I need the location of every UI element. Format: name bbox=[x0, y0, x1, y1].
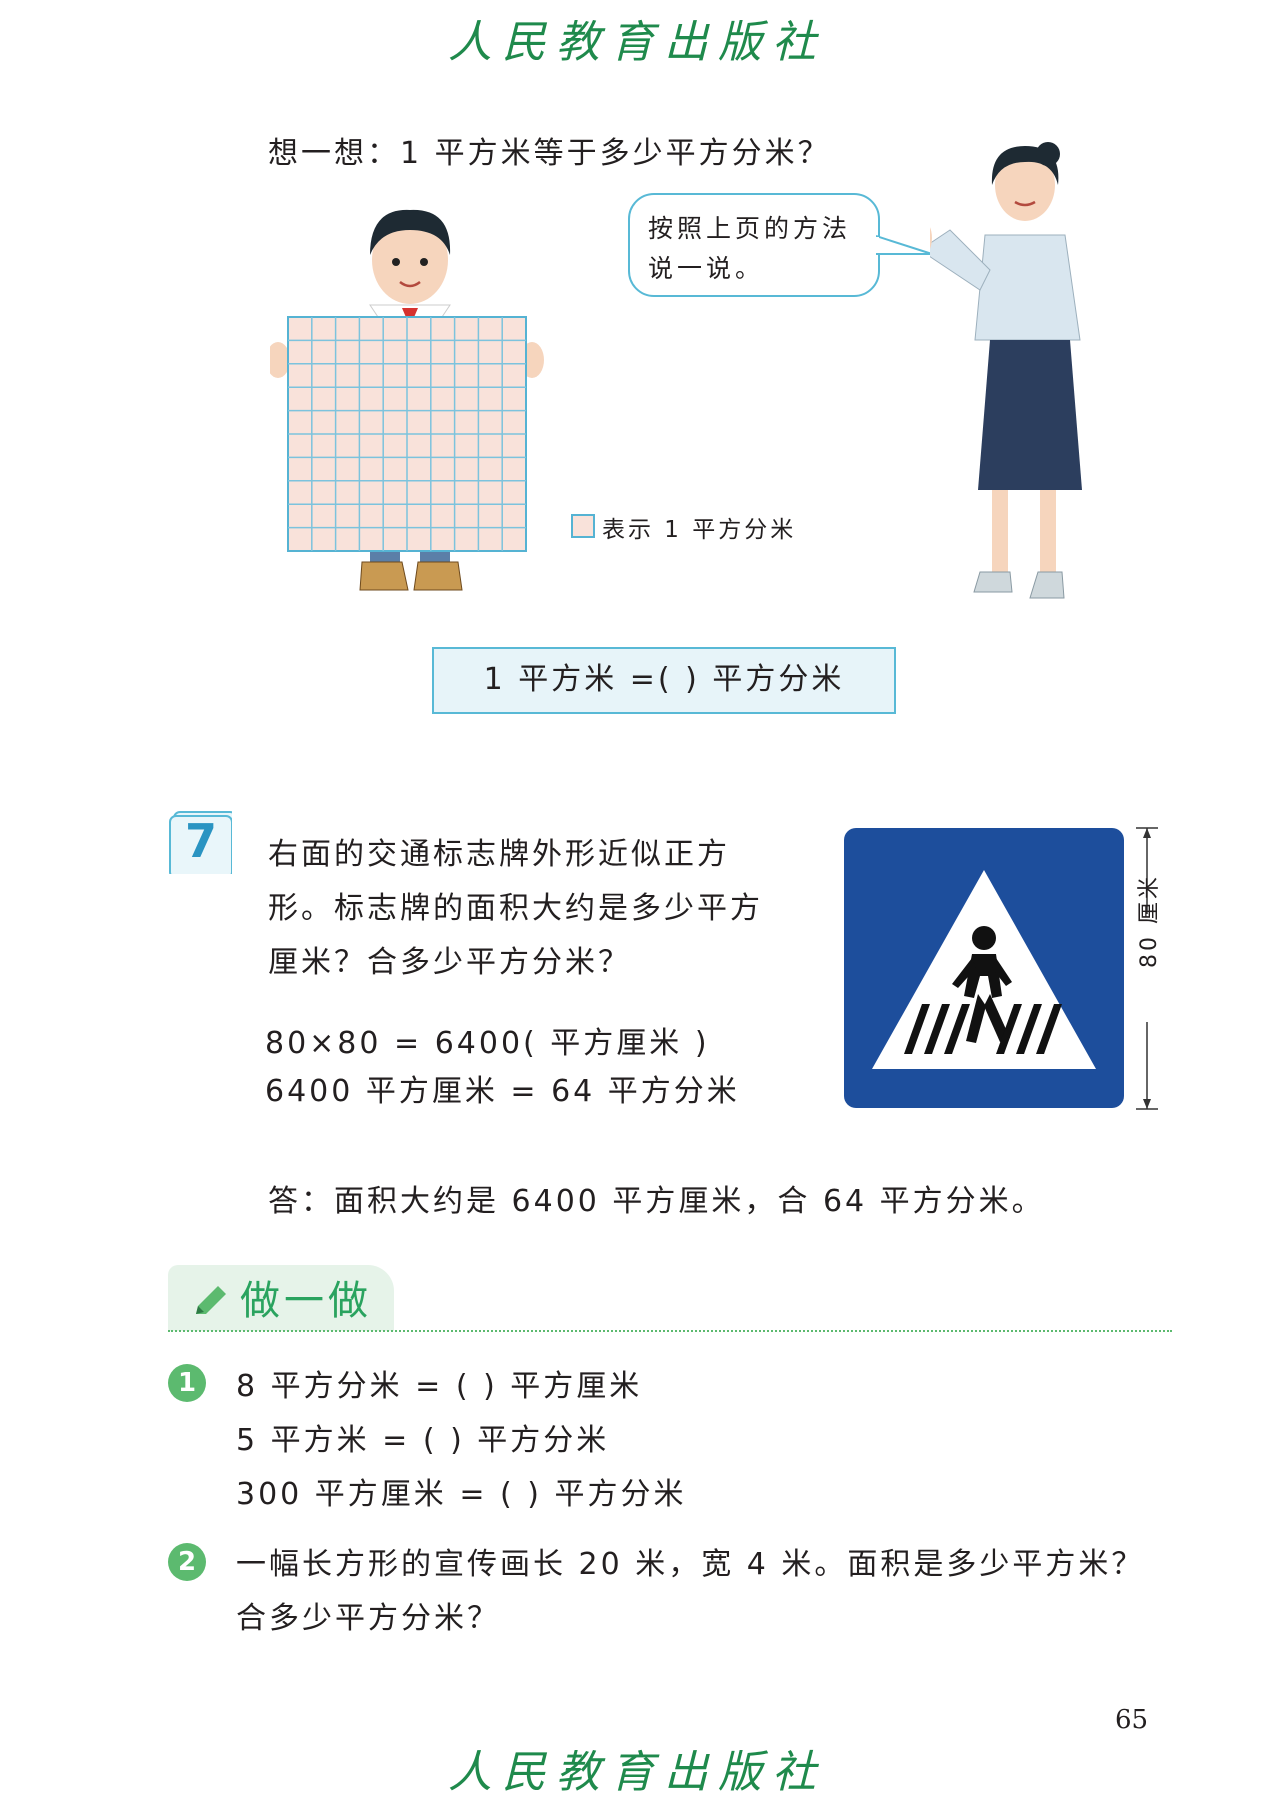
practice-title: 做一做 bbox=[240, 1278, 372, 1324]
bubble-line-2: 说一说。 bbox=[648, 254, 765, 283]
calc-line-1: 80×80 = 6400( 平方厘米 ) bbox=[265, 1026, 710, 1061]
bubble-tail bbox=[876, 235, 933, 255]
legend-swatch bbox=[571, 514, 595, 538]
item1-line-2: 5 平方米 = ( ) 平方分米 bbox=[236, 1423, 610, 1458]
legend-text: 表示 1 平方分米 bbox=[602, 517, 797, 543]
example-question: 右面的交通标志牌外形近似正方 形。标志牌的面积大约是多少平方 厘米？合多少平方分… bbox=[268, 828, 763, 990]
pedestrian-icon bbox=[952, 926, 1012, 1043]
question-line-3: 厘米？合多少平方分米？ bbox=[268, 945, 631, 980]
question-line-2: 形。标志牌的面积大约是多少平方 bbox=[268, 891, 763, 926]
teacher-speech-bubble: 按照上页的方法 说一说。 bbox=[628, 193, 880, 297]
publisher-footer: 人民教育出版社 bbox=[448, 1747, 826, 1798]
sign-dimension-line bbox=[1136, 827, 1158, 1110]
example-number-badge bbox=[169, 811, 232, 874]
example-number: 7 bbox=[184, 814, 217, 868]
item1-line-3: 300 平方厘米 = ( ) 平方分米 bbox=[236, 1477, 687, 1512]
calc-line-2: 6400 平方厘米 = 64 平方分米 bbox=[265, 1074, 740, 1109]
practice-item-1: 8 平方分米 = ( ) 平方厘米 5 平方米 = ( ) 平方分米 300 平… bbox=[236, 1360, 687, 1522]
practice-divider bbox=[168, 1330, 1172, 1332]
publisher-header: 人民教育出版社 bbox=[448, 17, 826, 68]
question-line-1: 右面的交通标志牌外形近似正方 bbox=[268, 837, 730, 872]
formula-box: 1 平方米 =( ) 平方分米 bbox=[432, 647, 896, 714]
square-meter-grid bbox=[287, 316, 527, 552]
example-calculation: 80×80 = 6400( 平方厘米 ) 6400 平方厘米 = 64 平方分米 bbox=[265, 1020, 740, 1116]
item2-line-1: 一幅长方形的宣传画长 20 米，宽 4 米。面积是多少平方米？ bbox=[236, 1547, 1145, 1582]
example-answer: 答：面积大约是 6400 平方厘米，合 64 平方分米。 bbox=[268, 1184, 1045, 1219]
practice-tab bbox=[168, 1265, 394, 1331]
practice-item-2: 一幅长方形的宣传画长 20 米，宽 4 米。面积是多少平方米？ 合多少平方分米？ bbox=[236, 1538, 1144, 1646]
think-prompt: 想一想：1 平方米等于多少平方分米？ bbox=[268, 136, 831, 171]
zebra-stripes bbox=[904, 1004, 1062, 1054]
item1-line-1: 8 平方分米 = ( ) 平方厘米 bbox=[236, 1369, 643, 1404]
teacher-illustration bbox=[930, 142, 1082, 599]
pencil-icon bbox=[196, 1286, 226, 1314]
bubble-line-1: 按照上页的方法 bbox=[648, 214, 852, 243]
item2-line-2: 合多少平方分米？ bbox=[236, 1601, 500, 1636]
pedestrian-crossing-sign bbox=[844, 828, 1124, 1108]
practice-item-2-number: 2 bbox=[168, 1543, 206, 1581]
formula-text: 1 平方米 =( ) 平方分米 bbox=[483, 662, 845, 697]
page-number: 65 bbox=[1115, 1705, 1149, 1735]
practice-item-1-number: 1 bbox=[168, 1364, 206, 1402]
